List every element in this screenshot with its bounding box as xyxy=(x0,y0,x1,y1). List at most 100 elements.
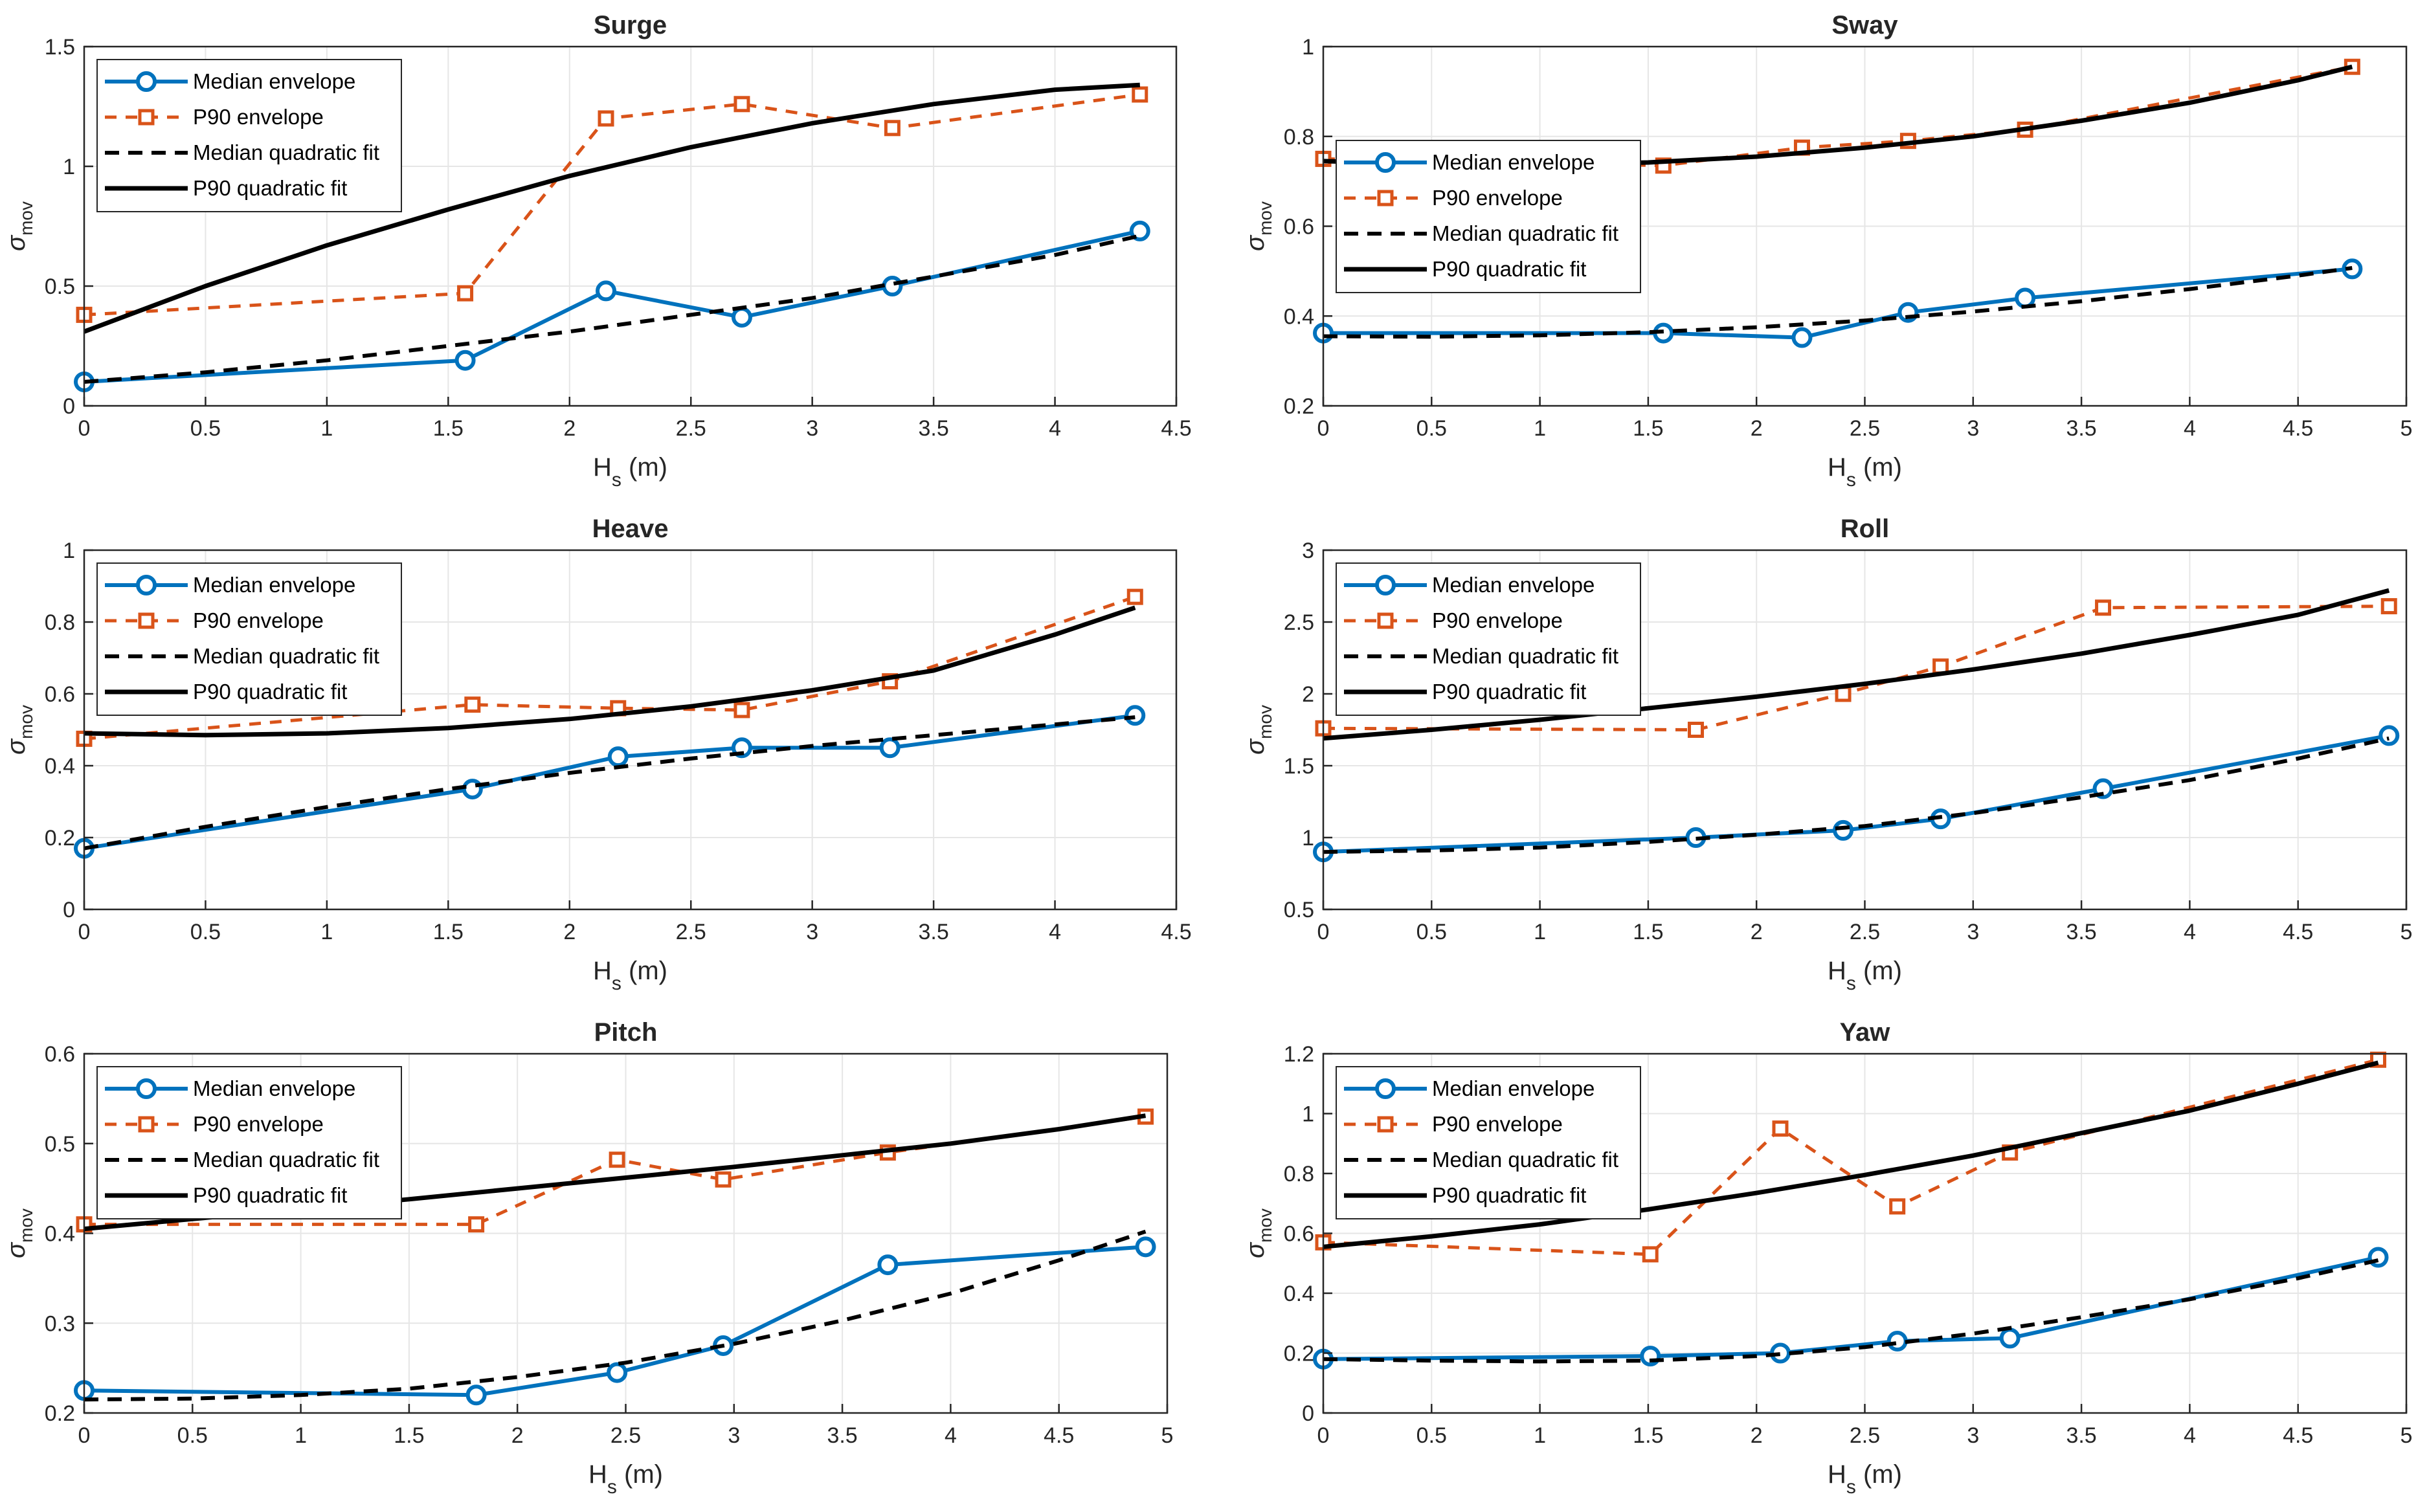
data-point xyxy=(2015,287,2036,309)
x-tick-label: 2.5 xyxy=(610,1423,641,1448)
x-tick-label: 1.5 xyxy=(1633,1423,1663,1448)
x-tick-label: 2 xyxy=(1751,1423,1763,1448)
x-tick-label: 2.5 xyxy=(1850,1423,1880,1448)
x-tick-label: 2 xyxy=(1751,920,1763,944)
y-tick-label: 3 xyxy=(1302,539,1314,563)
x-tick-label: 1 xyxy=(295,1423,307,1448)
y-axis-label: σmov xyxy=(2,1208,36,1258)
data-point xyxy=(1688,722,1705,738)
x-tick-label: 3.5 xyxy=(2066,1423,2096,1448)
y-tick-label: 0.4 xyxy=(1284,1282,1314,1306)
legend-marker xyxy=(138,612,155,629)
series-median-envelope xyxy=(74,1236,1156,1406)
x-tick-label: 4 xyxy=(2184,416,2196,441)
series-line-median-envelope xyxy=(84,1245,1146,1397)
legend: Median envelope P90 envelope Median quadra… xyxy=(96,562,402,716)
series-p90-envelope xyxy=(76,588,1143,747)
y-tick-label: 0.4 xyxy=(1284,304,1314,329)
data-point xyxy=(607,1362,628,1383)
x-tick-label: 3.5 xyxy=(918,416,948,441)
legend-label: P90 envelope xyxy=(193,105,324,129)
data-point xyxy=(2095,599,2112,616)
x-tick-label: 4.5 xyxy=(2283,1423,2313,1448)
y-tick-label: 1 xyxy=(1302,35,1314,60)
data-point xyxy=(1642,1246,1659,1263)
legend-marker xyxy=(1375,575,1396,595)
data-point xyxy=(1132,86,1148,103)
data-point xyxy=(733,702,750,718)
chart-panel-surge: 0 0.5 1 1.5 2 2.5 3 3.5 4 4.5 0 0.5 1 1.5 Surge Hs (m) σ… xyxy=(2,11,1192,491)
chart-title: Roll xyxy=(1841,515,1890,543)
y-axis-label: σmov xyxy=(1241,1208,1275,1258)
chart-panel-pitch: 0 0.5 1 1.5 2 2.5 3 3.5 4 4.5 5 0.2 0.3 0.4 0.5 0.6 Pitc… xyxy=(2,1018,1173,1498)
y-tick-label: 2 xyxy=(1302,682,1314,707)
series-median-quadratic-fit xyxy=(84,234,1141,384)
series-line-p90-envelope xyxy=(84,1115,1146,1227)
x-tick-label: 3 xyxy=(806,920,818,944)
y-tick-label: 0.8 xyxy=(1284,125,1314,150)
x-tick-label: 3 xyxy=(1967,1423,1979,1448)
chart-title: Yaw xyxy=(1840,1018,1891,1047)
y-tick-label: 1.2 xyxy=(1284,1042,1314,1067)
chart-title: Pitch xyxy=(594,1018,658,1047)
legend: Median envelope P90 envelope Median quadra… xyxy=(96,59,402,212)
y-tick-label: 0.2 xyxy=(45,826,75,850)
x-tick-label: 3 xyxy=(1967,920,1979,944)
x-axis-label: Hs (m) xyxy=(1828,453,1902,491)
x-axis-label: Hs (m) xyxy=(593,957,667,994)
x-axis-label: Hs (m) xyxy=(1828,1460,1902,1498)
series-line-p90-quadratic-fit xyxy=(83,82,1140,334)
data-point xyxy=(465,1384,487,1406)
series-median-envelope xyxy=(74,705,1146,859)
y-axis-label: σmov xyxy=(2,201,36,251)
data-point xyxy=(609,1151,625,1168)
x-tick-label: 0.5 xyxy=(1416,1423,1447,1448)
x-tick-label: 3.5 xyxy=(827,1423,857,1448)
legend-label: Median envelope xyxy=(1432,150,1595,174)
x-tick-label: 0 xyxy=(78,1423,91,1448)
x-tick-label: 1.5 xyxy=(394,1423,424,1448)
x-tick-label: 1.5 xyxy=(1633,416,1663,441)
y-tick-label: 1 xyxy=(63,155,75,179)
legend-label: P90 quadratic fit xyxy=(193,176,347,200)
legend-label: Median envelope xyxy=(193,573,355,597)
legend-label: P90 envelope xyxy=(193,608,324,632)
data-point xyxy=(1126,588,1143,605)
data-point xyxy=(607,746,629,768)
chart-title: Surge xyxy=(594,11,667,39)
x-tick-label: 1 xyxy=(320,920,333,944)
legend-label: Median envelope xyxy=(1432,573,1595,597)
series-p90-envelope xyxy=(76,1108,1154,1233)
y-tick-label: 1 xyxy=(1302,826,1314,850)
data-point xyxy=(879,737,901,759)
x-tick-label: 1 xyxy=(1534,920,1546,944)
legend: Median envelope P90 envelope Median quadra… xyxy=(96,1066,402,1219)
y-tick-label: 0.2 xyxy=(1284,1342,1314,1366)
series-median-envelope xyxy=(74,220,1150,392)
data-point xyxy=(1833,819,1854,841)
y-tick-label: 0.8 xyxy=(1284,1162,1314,1186)
x-tick-label: 1 xyxy=(320,416,333,441)
chart-panel-heave: 0 0.5 1 1.5 2 2.5 3 3.5 4 4.5 0 0.2 0.4 0.6 0.8 1 Heave H… xyxy=(2,515,1192,994)
data-point xyxy=(884,120,901,137)
data-point xyxy=(464,696,481,713)
x-tick-label: 4.5 xyxy=(1044,1423,1074,1448)
x-axis-label: Hs (m) xyxy=(588,1460,663,1498)
legend: Median envelope P90 envelope Median quadra… xyxy=(1336,562,1641,716)
y-tick-label: 0.5 xyxy=(45,274,75,299)
x-tick-label: 4 xyxy=(1049,416,1061,441)
data-point xyxy=(1135,1236,1156,1258)
legend: Median envelope P90 envelope Median quadra… xyxy=(1336,140,1641,293)
data-point xyxy=(882,276,903,296)
legend-marker xyxy=(1377,190,1394,206)
data-point xyxy=(733,96,750,113)
x-tick-label: 2 xyxy=(1751,416,1763,441)
legend-marker xyxy=(138,1116,155,1133)
data-point xyxy=(457,285,474,302)
legend-marker xyxy=(138,109,155,126)
data-point xyxy=(1999,1328,2020,1349)
x-tick-label: 0 xyxy=(78,416,91,441)
data-point xyxy=(715,1171,732,1188)
legend-label: Median quadratic fit xyxy=(193,644,379,668)
